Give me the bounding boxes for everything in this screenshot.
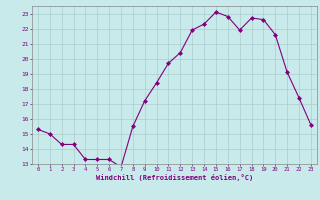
X-axis label: Windchill (Refroidissement éolien,°C): Windchill (Refroidissement éolien,°C) xyxy=(96,174,253,181)
